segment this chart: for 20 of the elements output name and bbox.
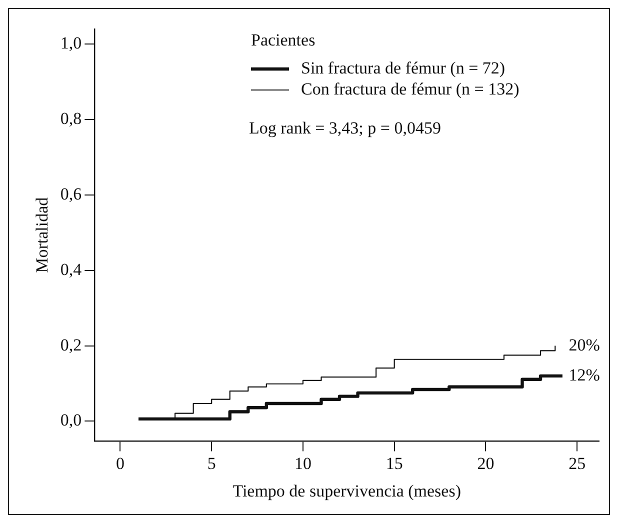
annotation: Log rank = 3,43; p = 0,0459 xyxy=(249,118,441,138)
annotation: 20% xyxy=(568,335,600,354)
x-tick-label: 15 xyxy=(386,454,403,473)
y-tick-label: 0,6 xyxy=(60,184,82,204)
x-axis-title: Tiempo de supervivencia (meses) xyxy=(232,481,462,500)
y-tick-label: 0,2 xyxy=(60,335,82,354)
x-tick-label: 5 xyxy=(207,454,216,473)
x-tick-label: 10 xyxy=(294,454,312,473)
y-axis-title: Mortalidad xyxy=(32,196,52,273)
y-tick-label: 0,4 xyxy=(60,260,82,279)
y-tick-label: 1,0 xyxy=(60,34,82,53)
y-tick-label: 0,0 xyxy=(60,410,82,430)
legend-label: Con fractura de fémur (n = 132) xyxy=(301,79,520,98)
x-tick-label: 20 xyxy=(477,454,494,473)
legend-label: Sin fractura de fémur (n = 72) xyxy=(301,58,506,78)
legend-title: Pacientes xyxy=(251,30,316,50)
x-tick-label: 0 xyxy=(116,454,124,473)
x-tick-label: 25 xyxy=(568,454,586,473)
annotation: 12% xyxy=(568,365,600,384)
y-tick-label: 0,8 xyxy=(60,108,82,128)
